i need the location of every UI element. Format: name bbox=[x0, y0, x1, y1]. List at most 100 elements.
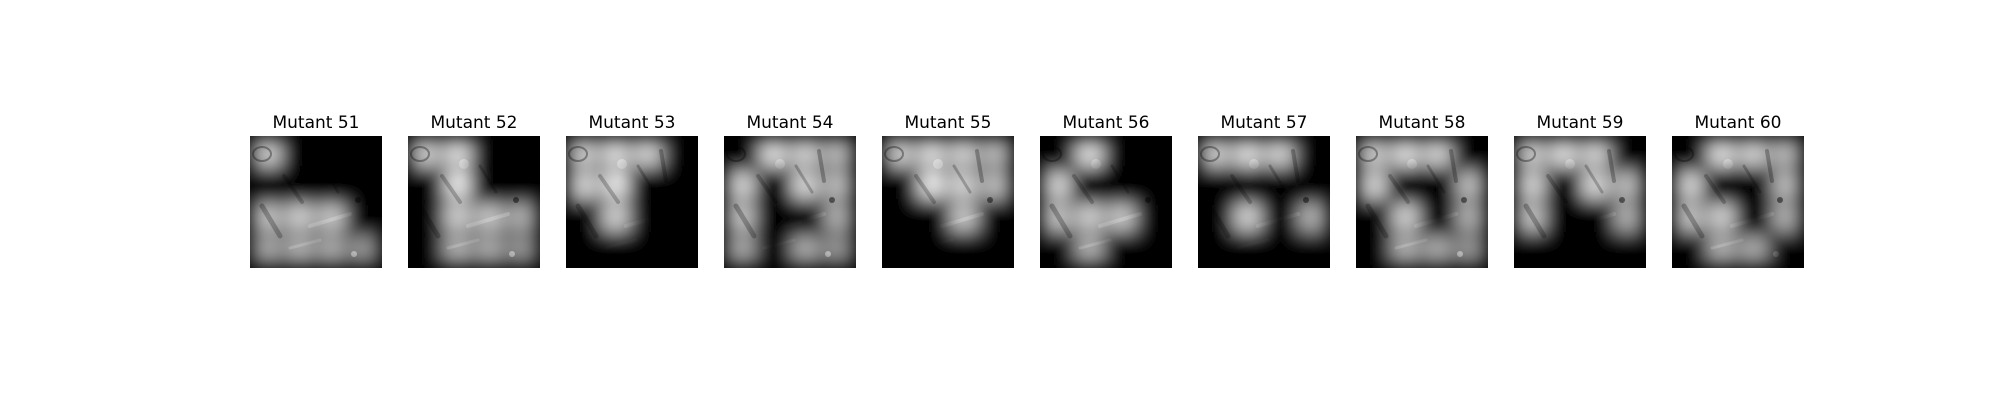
texture-mark bbox=[733, 203, 757, 239]
texture-mark bbox=[914, 174, 936, 204]
texture-mark bbox=[501, 149, 510, 183]
texture-mark bbox=[1723, 159, 1733, 169]
mutant-panel: Mutant 55 bbox=[882, 112, 1014, 269]
mutant-panel: Mutant 57 bbox=[1198, 112, 1330, 269]
texture-mark bbox=[1414, 212, 1458, 228]
texture-mark bbox=[1461, 197, 1467, 203]
microscopy-texture bbox=[1040, 136, 1172, 268]
texture-mark bbox=[308, 212, 352, 228]
texture-mark bbox=[636, 164, 656, 194]
texture-mark bbox=[1546, 174, 1568, 204]
texture-mark bbox=[756, 174, 778, 204]
microscopy-texture bbox=[1514, 136, 1646, 268]
texture-mark bbox=[617, 159, 627, 169]
texture-mark bbox=[1078, 238, 1112, 250]
texture-mark bbox=[1365, 203, 1389, 239]
texture-mark bbox=[301, 159, 311, 169]
texture-mark bbox=[1584, 164, 1604, 194]
texture-mark bbox=[1516, 146, 1536, 162]
microscopy-texture bbox=[1672, 136, 1804, 268]
texture-mark bbox=[440, 174, 462, 204]
panel-title: Mutant 51 bbox=[272, 113, 360, 133]
texture-mark bbox=[940, 212, 984, 228]
texture-mark bbox=[983, 251, 989, 257]
texture-mark bbox=[624, 212, 668, 228]
microscopy-texture bbox=[1356, 136, 1488, 268]
texture-mark bbox=[410, 146, 430, 162]
texture-mark bbox=[1777, 197, 1783, 203]
texture-mark bbox=[259, 203, 283, 239]
mutant-image bbox=[1040, 136, 1172, 268]
mutant-image bbox=[408, 136, 540, 268]
texture-mark bbox=[1268, 164, 1288, 194]
texture-mark bbox=[1256, 212, 1300, 228]
texture-mark bbox=[920, 238, 954, 250]
texture-mark bbox=[1407, 159, 1417, 169]
texture-mark bbox=[568, 146, 588, 162]
texture-mark bbox=[1072, 174, 1094, 204]
texture-mark bbox=[1110, 164, 1130, 194]
mutant-image bbox=[1356, 136, 1488, 268]
mutant-panel: Mutant 54 bbox=[724, 112, 856, 269]
texture-mark bbox=[817, 149, 826, 183]
mutant-panel: Mutant 52 bbox=[408, 112, 540, 269]
mutant-image bbox=[250, 136, 382, 268]
texture-mark bbox=[1552, 238, 1586, 250]
microscopy-texture bbox=[882, 136, 1014, 268]
microscopy-texture bbox=[724, 136, 856, 268]
mutant-image bbox=[1198, 136, 1330, 268]
texture-mark bbox=[952, 164, 972, 194]
texture-mark bbox=[575, 203, 599, 239]
texture-mark bbox=[667, 251, 673, 257]
panel-title: Mutant 57 bbox=[1220, 113, 1308, 133]
texture-mark bbox=[1426, 164, 1446, 194]
texture-mark bbox=[891, 203, 915, 239]
texture-mark bbox=[1358, 146, 1378, 162]
texture-mark bbox=[351, 251, 357, 257]
texture-mark bbox=[1303, 197, 1309, 203]
texture-mark bbox=[446, 238, 480, 250]
texture-mark bbox=[1449, 149, 1458, 183]
mutant-panel: Mutant 56 bbox=[1040, 112, 1172, 269]
texture-mark bbox=[671, 197, 677, 203]
texture-mark bbox=[1200, 146, 1220, 162]
texture-mark bbox=[1607, 149, 1616, 183]
texture-mark bbox=[1236, 238, 1270, 250]
panel-title: Mutant 59 bbox=[1536, 113, 1624, 133]
texture-mark bbox=[417, 203, 441, 239]
texture-mark bbox=[1133, 149, 1142, 183]
panel-title: Mutant 55 bbox=[904, 113, 992, 133]
texture-mark bbox=[1098, 212, 1142, 228]
microscopy-texture bbox=[566, 136, 698, 268]
texture-mark bbox=[1049, 203, 1073, 239]
panel-title: Mutant 56 bbox=[1062, 113, 1150, 133]
mutant-image bbox=[1672, 136, 1804, 268]
texture-mark bbox=[1773, 251, 1779, 257]
texture-mark bbox=[1710, 238, 1744, 250]
texture-mark bbox=[1674, 146, 1694, 162]
mutant-panel: Mutant 59 bbox=[1514, 112, 1646, 269]
texture-mark bbox=[1572, 212, 1616, 228]
texture-mark bbox=[1565, 159, 1575, 169]
texture-mark bbox=[1704, 174, 1726, 204]
texture-mark bbox=[1523, 203, 1547, 239]
texture-mark bbox=[466, 212, 510, 228]
texture-mark bbox=[726, 146, 746, 162]
texture-mark bbox=[987, 197, 993, 203]
texture-mark bbox=[1291, 149, 1300, 183]
mutant-panel: Mutant 58 bbox=[1356, 112, 1488, 269]
texture-mark bbox=[1457, 251, 1463, 257]
microscopy-texture bbox=[250, 136, 382, 268]
texture-mark bbox=[975, 149, 984, 183]
texture-mark bbox=[1145, 197, 1151, 203]
texture-mark bbox=[1681, 203, 1705, 239]
texture-mark bbox=[513, 197, 519, 203]
texture-mark bbox=[829, 197, 835, 203]
texture-mark bbox=[288, 238, 322, 250]
mutant-image bbox=[1514, 136, 1646, 268]
texture-mark bbox=[604, 238, 638, 250]
texture-mark bbox=[1765, 149, 1774, 183]
texture-mark bbox=[1091, 159, 1101, 169]
texture-mark bbox=[1394, 238, 1428, 250]
